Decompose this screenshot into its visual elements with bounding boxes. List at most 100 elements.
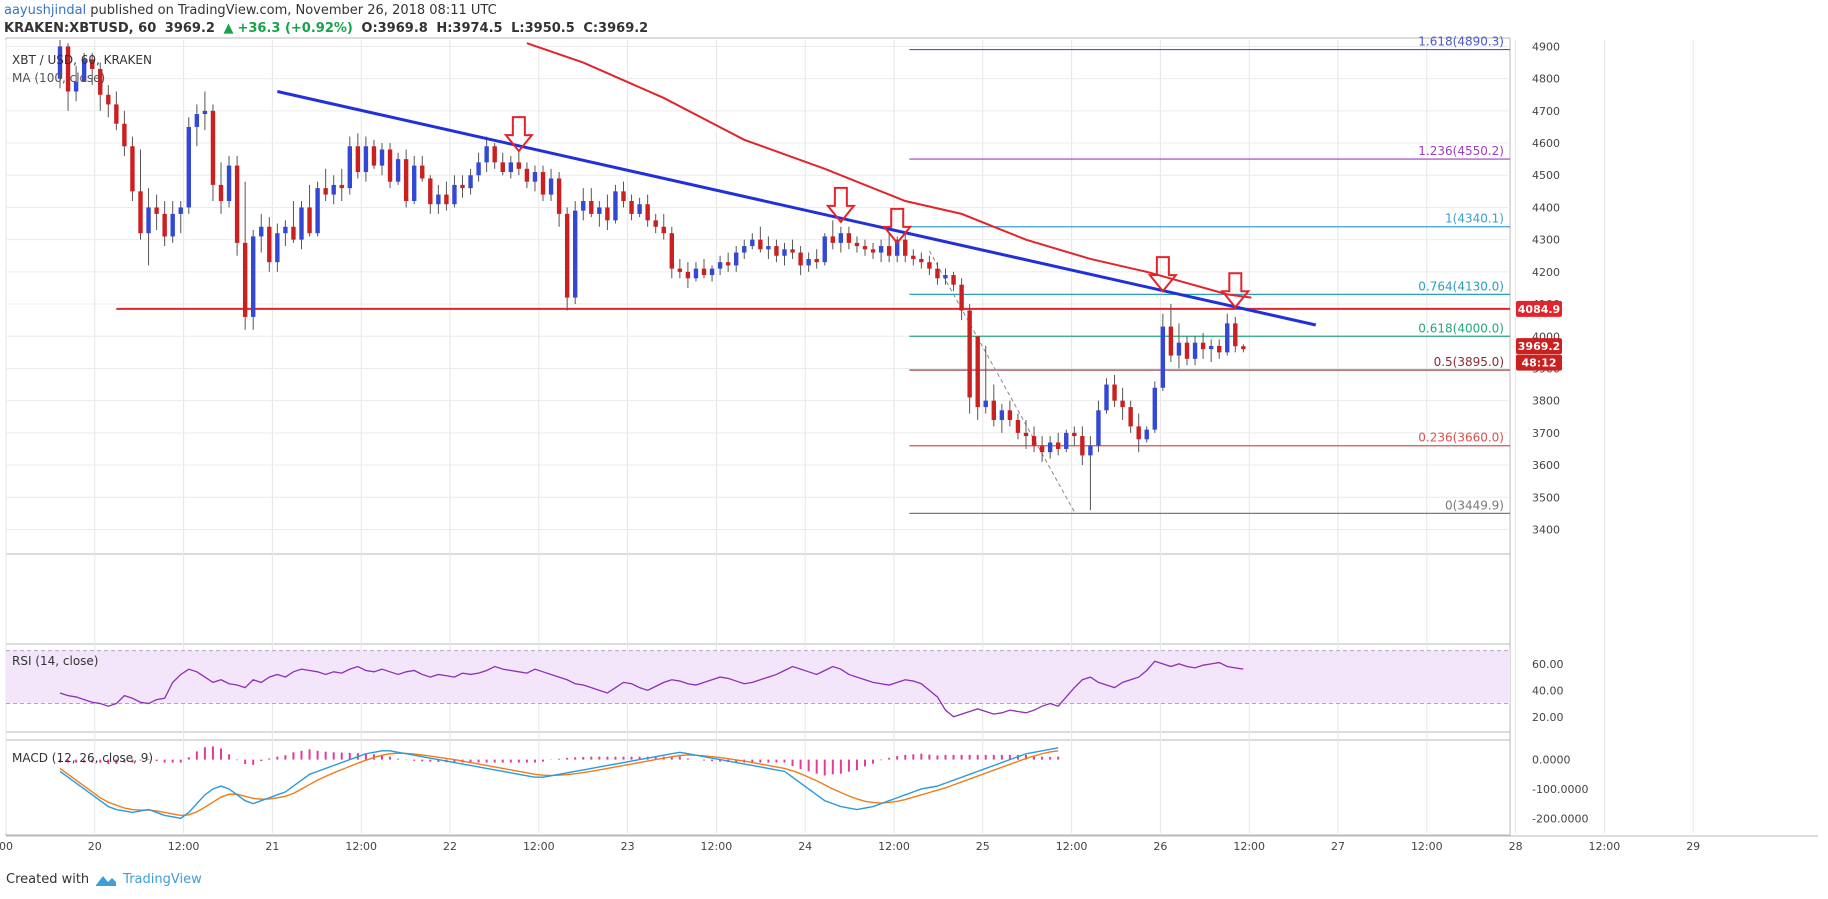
candle-body bbox=[1225, 323, 1230, 353]
candle-body bbox=[750, 239, 755, 247]
candle-body bbox=[629, 201, 634, 214]
candle-body bbox=[371, 146, 377, 166]
macd-line bbox=[59, 747, 1059, 820]
x-tick-label: 27 bbox=[1331, 840, 1345, 853]
fib-level-label: 0.764(4130.0) bbox=[1418, 279, 1504, 293]
candle-body bbox=[854, 242, 860, 247]
candle-body bbox=[701, 268, 707, 276]
candle-body bbox=[379, 149, 385, 166]
rsi-title: RSI (14, close) bbox=[12, 654, 98, 668]
rsi-tick-label: 60.00 bbox=[1532, 658, 1564, 671]
candle-body bbox=[878, 246, 884, 253]
candle-body bbox=[291, 226, 296, 240]
candle-body bbox=[122, 123, 127, 147]
candle-body bbox=[556, 178, 562, 214]
candle-body bbox=[186, 126, 191, 208]
candle-body bbox=[886, 246, 892, 256]
candle-body bbox=[476, 162, 481, 176]
last-price: 3969.2 bbox=[164, 21, 215, 36]
candle-body bbox=[1023, 432, 1029, 437]
candle-body bbox=[725, 262, 731, 266]
candle-body bbox=[90, 59, 95, 69]
candle-body bbox=[1184, 342, 1190, 359]
fib-level-label: 1(4340.1) bbox=[1445, 212, 1504, 226]
candle-body bbox=[154, 207, 159, 214]
candle-body bbox=[428, 178, 433, 205]
price-tick-label: 3800 bbox=[1532, 395, 1560, 408]
candle-body bbox=[130, 146, 135, 192]
candle-body bbox=[1168, 326, 1174, 356]
candle-body bbox=[114, 104, 119, 124]
macd-tick-label: -100.0000 bbox=[1532, 783, 1588, 796]
candle-body bbox=[259, 226, 264, 237]
descending-trendline bbox=[277, 90, 1317, 327]
candle-body bbox=[790, 249, 795, 253]
price-tick-label: 4600 bbox=[1532, 137, 1560, 150]
candle-body bbox=[717, 262, 723, 269]
fib-level-label: 1.618(4890.3) bbox=[1418, 35, 1504, 49]
candle-body bbox=[613, 191, 618, 221]
candle-body bbox=[621, 191, 626, 202]
x-tick-label: 00 bbox=[0, 840, 13, 853]
candle-body bbox=[275, 233, 280, 263]
candle-body bbox=[524, 168, 530, 182]
candle-body bbox=[363, 146, 369, 173]
candle-body bbox=[806, 258, 811, 266]
price-axis-tag-label: 3969.2 bbox=[1518, 340, 1560, 353]
candle-body bbox=[73, 81, 79, 92]
candle-body bbox=[1112, 384, 1117, 401]
candle-body bbox=[395, 159, 401, 182]
x-tick-label: 23 bbox=[621, 840, 635, 853]
candle-body bbox=[959, 284, 964, 311]
candle-body bbox=[1056, 442, 1061, 449]
candle-body bbox=[460, 184, 465, 189]
candle-body bbox=[581, 201, 586, 211]
candle-body bbox=[444, 194, 449, 205]
candle-body bbox=[1080, 436, 1085, 456]
author-link[interactable]: aayushjindal bbox=[4, 3, 87, 18]
candle-body bbox=[403, 159, 409, 202]
candle-body bbox=[573, 210, 578, 298]
fib-level-label: 0(3449.9) bbox=[1445, 498, 1504, 512]
candle-body bbox=[532, 172, 538, 182]
candle-body bbox=[1192, 342, 1198, 359]
candle-body bbox=[564, 213, 570, 298]
fib-level-label: 0.5(3895.0) bbox=[1434, 355, 1504, 369]
candle-body bbox=[202, 110, 208, 115]
candle-body bbox=[774, 246, 779, 256]
candle-body bbox=[339, 184, 344, 189]
candle-body bbox=[605, 207, 610, 221]
candle-body bbox=[548, 178, 554, 195]
candle-body bbox=[420, 165, 425, 179]
price-tick-label: 4400 bbox=[1532, 201, 1560, 214]
candle-body bbox=[991, 400, 996, 420]
x-tick-label: 26 bbox=[1153, 840, 1167, 853]
candle-body bbox=[516, 162, 522, 169]
x-tick-label: 28 bbox=[1509, 840, 1523, 853]
candle-body bbox=[798, 252, 803, 266]
x-tick-label: 12:00 bbox=[878, 840, 910, 853]
x-tick-label: 12:00 bbox=[1411, 840, 1443, 853]
down-arrow-icon bbox=[1220, 272, 1251, 309]
x-tick-label: 12:00 bbox=[1056, 840, 1088, 853]
candle-body bbox=[1096, 410, 1101, 446]
candle-body bbox=[251, 236, 256, 317]
candle-body bbox=[387, 149, 393, 182]
candle-body bbox=[468, 175, 473, 189]
candle-body bbox=[452, 184, 457, 205]
tradingview-brand-link[interactable]: TradingView bbox=[123, 872, 202, 887]
candle-body bbox=[919, 258, 924, 263]
price-axis-tag-label: 48:12 bbox=[1521, 357, 1556, 370]
price-tick-label: 4200 bbox=[1532, 266, 1560, 279]
ma-100-line bbox=[526, 42, 1252, 299]
x-tick-label: 12:00 bbox=[1589, 840, 1621, 853]
rsi-tick-label: 20.00 bbox=[1532, 711, 1564, 724]
down-arrow-icon bbox=[882, 207, 913, 245]
chart-title: XBT / USD, 60, KRAKEN bbox=[12, 53, 152, 67]
candle-body bbox=[508, 162, 513, 173]
candle-body bbox=[645, 204, 650, 221]
price-tick-label: 4800 bbox=[1532, 73, 1560, 86]
publish-info: aayushjindal published on TradingView.co… bbox=[4, 3, 497, 18]
